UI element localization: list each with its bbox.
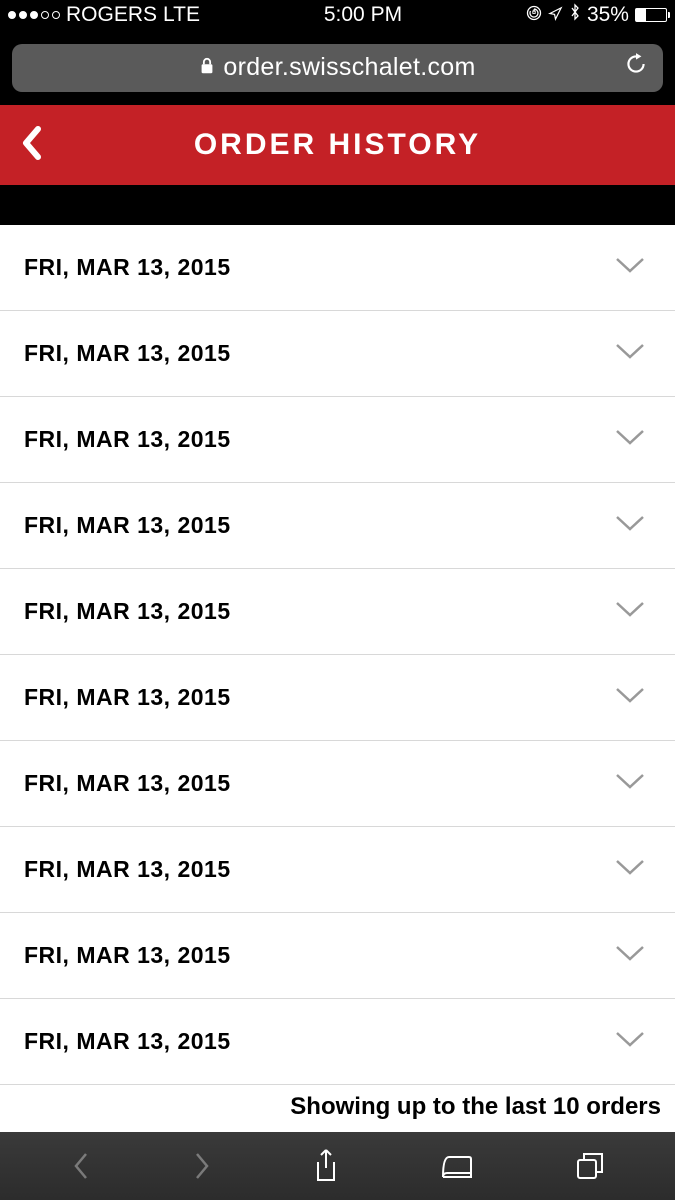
orientation-lock-icon (526, 3, 542, 27)
chevron-down-icon (613, 771, 647, 796)
nav-forward-button[interactable] (191, 1150, 213, 1182)
order-date: FRI, MAR 13, 2015 (24, 426, 231, 453)
chevron-down-icon (613, 341, 647, 366)
address-bar[interactable]: order.swisschalet.com (12, 44, 663, 92)
clock-label: 5:00 PM (324, 3, 402, 27)
order-date: FRI, MAR 13, 2015 (24, 770, 231, 797)
battery-icon (635, 8, 667, 22)
signal-strength-icon (8, 11, 60, 19)
order-date: FRI, MAR 13, 2015 (24, 512, 231, 539)
order-date: FRI, MAR 13, 2015 (24, 856, 231, 883)
order-date: FRI, MAR 13, 2015 (24, 598, 231, 625)
chevron-down-icon (613, 513, 647, 538)
order-row[interactable]: FRI, MAR 13, 2015 (0, 999, 675, 1085)
order-date: FRI, MAR 13, 2015 (24, 942, 231, 969)
chevron-down-icon (613, 1029, 647, 1054)
back-button[interactable] (18, 123, 46, 168)
url-text: order.swisschalet.com (223, 53, 475, 82)
browser-address-bar-container: order.swisschalet.com (0, 30, 675, 105)
order-row[interactable]: FRI, MAR 13, 2015 (0, 397, 675, 483)
order-date: FRI, MAR 13, 2015 (24, 254, 231, 281)
order-row[interactable]: FRI, MAR 13, 2015 (0, 225, 675, 311)
network-label: LTE (163, 3, 200, 27)
nav-back-button[interactable] (70, 1150, 92, 1182)
chevron-down-icon (613, 943, 647, 968)
status-left: ROGERS LTE (8, 3, 200, 27)
chevron-down-icon (613, 427, 647, 452)
chevron-down-icon (613, 255, 647, 280)
carrier-label: ROGERS (66, 3, 157, 27)
browser-toolbar (0, 1132, 675, 1200)
list-summary: Showing up to the last 10 orders (0, 1085, 675, 1121)
status-right: 35% (526, 3, 667, 27)
chevron-down-icon (613, 857, 647, 882)
chevron-down-icon (613, 685, 647, 710)
page-header: ORDER HISTORY (0, 105, 675, 185)
order-row[interactable]: FRI, MAR 13, 2015 (0, 483, 675, 569)
battery-percent-label: 35% (587, 3, 629, 27)
share-button[interactable] (312, 1148, 340, 1184)
bookmarks-button[interactable] (439, 1151, 475, 1181)
page-title: ORDER HISTORY (0, 128, 675, 162)
order-row[interactable]: FRI, MAR 13, 2015 (0, 569, 675, 655)
bluetooth-icon (569, 3, 581, 27)
order-row[interactable]: FRI, MAR 13, 2015 (0, 827, 675, 913)
chevron-down-icon (613, 599, 647, 624)
lock-icon (199, 53, 215, 82)
tabs-button[interactable] (574, 1150, 606, 1182)
order-row[interactable]: FRI, MAR 13, 2015 (0, 913, 675, 999)
order-row[interactable]: FRI, MAR 13, 2015 (0, 655, 675, 741)
order-row[interactable]: FRI, MAR 13, 2015 (0, 741, 675, 827)
status-bar: ROGERS LTE 5:00 PM 35% (0, 0, 675, 30)
order-date: FRI, MAR 13, 2015 (24, 340, 231, 367)
header-divider (0, 185, 675, 225)
refresh-icon[interactable] (623, 51, 649, 84)
location-icon (548, 3, 563, 27)
order-date: FRI, MAR 13, 2015 (24, 1028, 231, 1055)
order-date: FRI, MAR 13, 2015 (24, 684, 231, 711)
order-row[interactable]: FRI, MAR 13, 2015 (0, 311, 675, 397)
order-list: FRI, MAR 13, 2015 FRI, MAR 13, 2015 FRI, M… (0, 225, 675, 1085)
